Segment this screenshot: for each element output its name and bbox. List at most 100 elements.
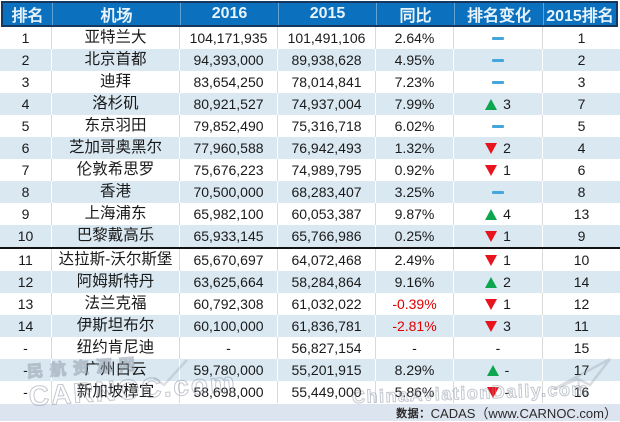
table-row: 5 东京羽田 79,852,490 75,316,718 6.02% 5 <box>0 115 620 137</box>
rank-change-value: - <box>504 362 510 378</box>
rank-2015-cell: 9 <box>577 228 586 244</box>
traffic-2015-cell: 61,836,781 <box>278 315 376 337</box>
no-change-dash-icon <box>492 124 504 128</box>
rank-cell: 1 <box>0 27 52 49</box>
table-row: 4 洛杉矶 80,921,527 74,937,004 7.99% 3 7 <box>0 93 620 115</box>
traffic-2015-cell: 60,053,387 <box>278 203 376 225</box>
rank-down-icon <box>485 230 498 242</box>
column-header-rank: 排名 <box>3 3 53 25</box>
traffic-2016-cell: 75,676,223 <box>180 159 278 181</box>
rank-change-cell <box>454 71 543 93</box>
airport-cell: 迪拜 <box>52 71 180 93</box>
rank-change-cell: 1 <box>454 225 543 247</box>
rank-down-icon <box>486 386 499 398</box>
rank-2015-cell: 17 <box>573 362 590 378</box>
traffic-2015-cell: 68,283,407 <box>278 181 376 203</box>
rank-cell: 6 <box>0 137 52 159</box>
table-row: 10 巴黎戴高乐 65,933,145 65,766,986 0.25% 1 9 <box>0 225 620 247</box>
rank-change-value: - <box>504 384 510 400</box>
rank-down-icon <box>485 254 498 266</box>
airport-cell: 广州白云 <box>52 359 180 381</box>
yoy-cell: 0.25% <box>376 225 454 247</box>
rank-2015-cell: 15 <box>573 340 590 356</box>
traffic-2015-cell: 64,072,468 <box>278 249 376 271</box>
traffic-2015-cell: 55,201,915 <box>278 359 376 381</box>
rank-cell: 9 <box>0 203 52 225</box>
traffic-2016-cell: 83,654,250 <box>180 71 278 93</box>
airport-cell: 法兰克福 <box>52 293 180 315</box>
rank-down-icon <box>485 298 498 310</box>
rank-change-cell: - <box>454 337 543 359</box>
airport-cell: 达拉斯-沃尔斯堡 <box>52 249 180 271</box>
traffic-2015-cell: 65,766,986 <box>278 225 376 247</box>
table-row: 9 上海浦东 65,982,100 60,053,387 9.87% 4 13 <box>0 203 620 225</box>
airport-cell: 洛杉矶 <box>52 93 180 115</box>
traffic-2016-cell: 65,982,100 <box>180 203 278 225</box>
rank-change-cell: 1 <box>454 249 543 271</box>
traffic-2015-cell: 56,827,154 <box>278 337 376 359</box>
rank-up-icon <box>485 276 498 288</box>
airport-cell: 伦敦希思罗 <box>52 159 180 181</box>
rank-2015-cell: 8 <box>577 184 586 200</box>
column-header-2016: 2016 <box>181 3 279 25</box>
rank-down-icon <box>485 164 498 176</box>
rank-change-cell: 3 <box>454 315 543 337</box>
traffic-2015-cell: 75,316,718 <box>278 115 376 137</box>
rank-up-icon <box>485 208 498 220</box>
traffic-2016-cell: 79,852,490 <box>180 115 278 137</box>
rank-cell: - <box>0 359 52 381</box>
yoy-cell: 3.25% <box>376 181 454 203</box>
table-row: 7 伦敦希思罗 75,676,223 74,989,795 0.92% 1 6 <box>0 159 620 181</box>
yoy-cell: 2.64% <box>376 27 454 49</box>
column-header-airport: 机场 <box>53 3 181 25</box>
yoy-cell: 2.49% <box>376 249 454 271</box>
rank-2015-cell: 12 <box>573 296 590 312</box>
rank-2015-cell: 7 <box>577 96 586 112</box>
rank-change-value: 3 <box>503 318 511 334</box>
traffic-2016-cell: 80,921,527 <box>180 93 278 115</box>
table-row: 12 阿姆斯特丹 63,625,664 58,284,864 9.16% 2 14 <box>0 271 620 293</box>
rank-cell: 13 <box>0 293 52 315</box>
traffic-2015-cell: 74,989,795 <box>278 159 376 181</box>
rank-change-value: 4 <box>503 206 511 222</box>
table-row: - 纽约肯尼迪 -56,827,154- -15 <box>0 337 620 359</box>
rank-up-icon <box>486 364 499 376</box>
data-source-bar: 数据： CADAS（www.CARNOC.com） <box>0 404 620 421</box>
rank-down-icon <box>485 320 498 332</box>
no-change-dash-icon <box>492 36 504 40</box>
rank-change-cell: - <box>454 381 543 403</box>
table-row: 6 芝加哥奥黑尔 77,960,588 76,942,493 1.32% 2 4 <box>0 137 620 159</box>
rank-2015-cell: 5 <box>577 118 586 134</box>
rank-change-value: 2 <box>503 140 511 156</box>
rank-2015-cell: 10 <box>573 252 590 268</box>
rank-change-value: 3 <box>503 96 511 112</box>
rank-up-icon <box>485 98 498 110</box>
table-row: 11 达拉斯-沃尔斯堡 65,670,697 64,072,468 2.49% 1 10 <box>0 249 620 271</box>
airport-cell: 新加坡樟宜 <box>52 381 180 403</box>
rank-2015-cell: 1 <box>577 30 586 46</box>
airport-cell: 巴黎戴高乐 <box>52 225 180 247</box>
rank-2015-cell: 14 <box>573 274 590 290</box>
rank-down-icon <box>485 142 498 154</box>
traffic-2016-cell: 63,625,664 <box>180 271 278 293</box>
table-row: - 新加坡樟宜 58,698,000 55,449,000 5.86% -16 <box>0 381 620 403</box>
traffic-2016-cell: - <box>180 337 278 359</box>
source-label: 数据： <box>396 407 431 420</box>
traffic-2016-cell: 70,500,000 <box>180 181 278 203</box>
rank-change-cell: - <box>454 359 543 381</box>
traffic-2015-cell: 78,014,841 <box>278 71 376 93</box>
no-change-dash-icon <box>492 190 504 194</box>
traffic-2015-cell: 101,491,106 <box>278 27 376 49</box>
rank-change-cell <box>454 115 543 137</box>
rank-change-value: 1 <box>503 228 511 244</box>
table-row: 14 伊斯坦布尔 60,100,000 61,836,781 -2.81% 3 11 <box>0 315 620 337</box>
no-change-dash-icon <box>492 80 504 84</box>
rank-change-cell: 2 <box>454 271 543 293</box>
column-header-2015-rank: 2015排名 <box>546 8 614 25</box>
rank-cell: 4 <box>0 93 52 115</box>
traffic-2016-cell: 65,933,145 <box>180 225 278 247</box>
rank-2015-cell: 4 <box>577 140 586 156</box>
airport-cell: 芝加哥奥黑尔 <box>52 137 180 159</box>
rank-cell: 14 <box>0 315 52 337</box>
rank-change-cell <box>454 181 543 203</box>
